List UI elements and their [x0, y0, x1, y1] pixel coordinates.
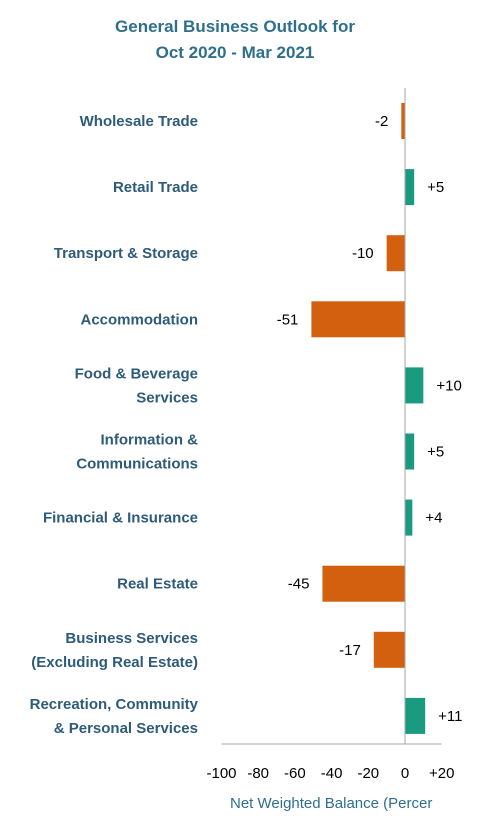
bar: [405, 697, 426, 734]
bar: [405, 433, 415, 470]
bar: [386, 235, 405, 272]
x-tick-label: +20: [429, 765, 454, 782]
category-labels: Wholesale Trade Retail Trade Transport & S…: [30, 113, 199, 737]
category-label-line: Food & Beverage: [75, 365, 198, 382]
x-axis: -100 -80 -60 -40 -20 0 +20: [206, 88, 454, 782]
value-label: +11: [438, 708, 462, 725]
category-label-line: Business Services: [65, 630, 198, 647]
category-label-line: Services: [136, 389, 198, 406]
value-label: -10: [352, 245, 374, 262]
value-labels: -2 +5 -10 -51 +10 +5 +4 -45 -17 +11: [277, 113, 463, 725]
bars: [311, 103, 426, 734]
value-label: +4: [425, 510, 442, 527]
category-label-line: & Personal Services: [54, 720, 198, 737]
category-label-line: (Excluding Real Estate): [31, 654, 198, 671]
category-label: Food & Beverage Services: [75, 365, 198, 406]
value-label: +5: [427, 444, 444, 461]
bar: [311, 301, 405, 338]
category-label-line: Transport & Storage: [54, 245, 198, 262]
value-label: -45: [288, 576, 310, 593]
bar: [401, 103, 405, 139]
category-label-line: Wholesale Trade: [80, 113, 198, 130]
category-label: Business Services (Excluding Real Estate): [31, 630, 198, 671]
chart-title: General Business Outlook for Oct 2020 - …: [0, 14, 470, 66]
category-label: Information & Communications: [76, 432, 198, 473]
bar: [322, 565, 405, 602]
value-label: -51: [277, 311, 299, 328]
category-label-line: Communications: [76, 456, 198, 473]
x-tick-label: -60: [284, 765, 306, 782]
x-tick-label: 0: [401, 765, 409, 782]
bar: [405, 499, 413, 536]
category-label-line: Information &: [101, 432, 199, 449]
bar: [405, 169, 415, 206]
category-label-line: Accommodation: [80, 311, 198, 328]
category-label-line: Retail Trade: [113, 179, 198, 196]
value-label: -17: [339, 642, 361, 659]
category-label: Wholesale Trade: [80, 113, 198, 130]
x-tick-label: -100: [206, 765, 236, 782]
category-label: Financial & Insurance: [43, 510, 198, 527]
category-label: Recreation, Community & Personal Services: [30, 696, 199, 737]
category-label: Real Estate: [117, 576, 198, 593]
x-axis-title: Net Weighted Balance (Percer: [230, 795, 432, 812]
x-tick-label: -80: [247, 765, 269, 782]
category-label: Retail Trade: [113, 179, 198, 196]
category-label-line: Financial & Insurance: [43, 510, 198, 527]
bar: [405, 367, 424, 404]
chart-title-line-1: General Business Outlook for: [115, 17, 355, 36]
category-label-line: Recreation, Community: [30, 696, 199, 713]
x-tick-label: -40: [321, 765, 343, 782]
value-label: +10: [436, 377, 461, 394]
category-label-line: Real Estate: [117, 576, 198, 593]
bar: [373, 631, 405, 668]
value-label: -2: [375, 113, 388, 130]
chart-title-line-2: Oct 2020 - Mar 2021: [155, 43, 315, 62]
category-label: Transport & Storage: [54, 245, 198, 262]
category-label: Accommodation: [80, 311, 198, 328]
x-tick-label: -20: [357, 765, 379, 782]
value-label: +5: [427, 179, 444, 196]
